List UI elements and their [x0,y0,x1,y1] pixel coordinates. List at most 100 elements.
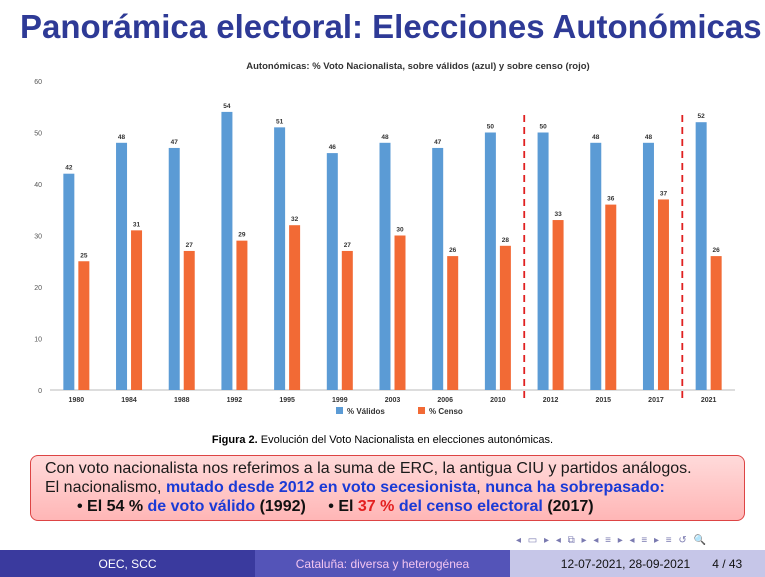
x-tick-label: 2003 [385,397,401,404]
bar-valid [642,142,654,390]
summary-highlight: nunca ha sobrepasado: [485,479,665,496]
bullet-2: • El 37 % del censo electoral (2017) [328,498,594,515]
bullet-year: (1992) [259,498,306,515]
x-tick-label: 2015 [595,397,611,404]
x-tick-label: 1992 [227,397,243,404]
caption-label: Figura 2. [211,434,258,446]
data-label-censo: 33 [554,211,562,218]
data-label-censo: 26 [713,247,721,254]
bullet-value: El 54 % [87,498,144,515]
summary-comma: , [476,479,481,496]
bar-censo [289,225,301,390]
data-label-censo: 26 [449,247,457,254]
data-label-valid: 48 [645,134,653,141]
x-tick-label: 1995 [279,397,295,404]
bar-censo [499,245,511,390]
data-label-valid: 50 [487,124,495,131]
summary-highlight: mutado desde 2012 en voto secesionista [165,479,477,496]
footer-date: 12-07-2021, 28-09-2021 [560,556,691,571]
bullet-highlight: de voto válido [147,498,256,515]
data-label-valid: 47 [171,139,179,146]
data-label-censo: 29 [238,232,246,239]
data-label-valid: 54 [223,103,231,110]
data-label-censo: 25 [80,252,88,259]
y-tick-label: 0 [38,388,42,395]
bar-valid [116,142,128,390]
bar-valid [695,122,707,390]
data-label-valid: 50 [539,124,547,131]
data-label-valid: 52 [698,113,706,120]
x-tick-label: 1999 [332,397,348,404]
bar-valid [537,132,549,390]
data-label-censo: 37 [660,190,668,197]
data-label-censo: 32 [291,216,299,223]
bullet-prefix: El [338,498,354,515]
summary-line-2: El nacionalismo, mutado desde 2012 en vo… [45,478,730,497]
bar-censo [78,261,90,390]
figure-caption: Figura 2. Evolución del Voto Nacionalist… [0,434,765,446]
y-tick-label: 40 [34,182,42,189]
footer-author: OEC, SCC [0,550,255,577]
chart-title: Autonómicas: % Voto Nacionalista, sobre … [246,61,589,72]
bar-valid [590,142,602,390]
bullet-1: • El 54 % de voto válido (1992) [77,498,306,515]
data-label-valid: 46 [329,144,337,151]
bar-censo [341,250,353,390]
x-tick-label: 2017 [648,397,664,404]
bar-valid [326,153,338,390]
bar-censo [657,199,669,390]
data-label-censo: 36 [607,196,615,203]
bar-valid [63,173,75,390]
data-label-censo: 27 [344,242,352,249]
footer-page[interactable]: 4 / 43 [712,556,743,571]
bar-valid [379,142,391,390]
data-label-censo: 28 [502,237,510,244]
legend: % Válidos % Censo [336,407,463,416]
legend-swatch-valid [336,407,343,414]
data-label-censo: 31 [133,221,141,228]
x-tick-label: 2010 [490,397,506,404]
caption-text: Evolución del Voto Nacionalista en elecc… [260,434,554,446]
bar-censo [710,256,722,390]
bar-censo [236,240,248,390]
footer-info: 12-07-2021, 28-09-2021 4 / 43 [510,550,765,577]
beamer-navigation[interactable]: ◂ ▭ ▸ ◂ ⧉ ▸ ◂ ≡ ▸ ◂ ≡ ▸ ≡ ↺ 🔍 [516,535,708,546]
legend-swatch-censo [418,407,425,414]
data-label-valid: 48 [118,134,126,141]
summary-box: Con voto nacionalista nos referimos a la… [30,455,745,521]
footer: OEC, SCC Cataluña: diversa y heterogénea… [0,550,765,577]
bar-censo [447,256,459,390]
bar-valid [221,111,233,391]
bullet-year: (2017) [547,498,594,515]
y-tick-label: 10 [34,337,42,344]
bar-valid [274,127,286,390]
summary-line-1: Con voto nacionalista nos referimos a la… [45,460,692,477]
bar-censo [552,220,564,390]
x-tick-label: 1984 [121,397,137,404]
data-label-valid: 51 [276,118,284,125]
bar-valid [432,147,444,390]
bar-valid [168,147,180,390]
x-tick-label: 1980 [69,397,85,404]
legend-label-valid: % Válidos [347,407,385,416]
bar-valid [484,132,496,390]
data-label-valid: 48 [381,134,389,141]
page-title: Panorámica electoral: Elecciones Autonóm… [20,8,762,45]
y-tick-label: 50 [34,131,42,138]
legend-label-censo: % Censo [429,407,463,416]
summary-bullets: • El 54 % de voto válido (1992) • El 37 … [45,497,730,516]
y-tick-label: 30 [34,234,42,241]
footer-title: Cataluña: diversa y heterogénea [255,550,510,577]
summary-text: El nacionalismo, [45,479,162,496]
bar-censo [394,235,406,390]
bullet-value: 37 % [357,498,395,515]
bar-chart: Autonómicas: % Voto Nacionalista, sobre … [34,61,735,416]
bar-censo [183,250,195,390]
data-label-valid: 48 [592,134,600,141]
y-tick-label: 20 [34,285,42,292]
x-tick-label: 1988 [174,397,190,404]
data-label-censo: 30 [396,227,404,234]
bullet-highlight: del censo electoral [398,498,543,515]
x-tick-label: 2006 [437,397,453,404]
y-tick-label: 60 [34,79,42,86]
